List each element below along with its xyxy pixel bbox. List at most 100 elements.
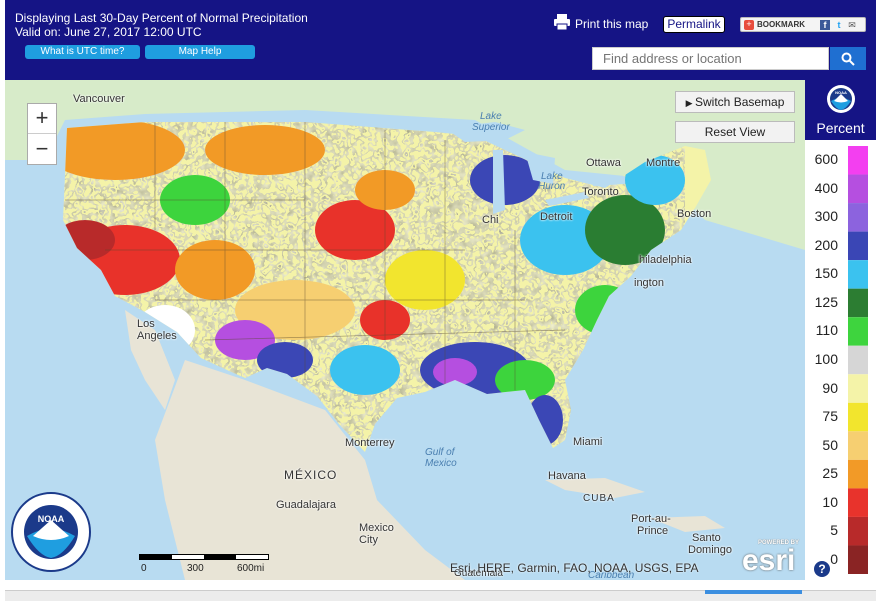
legend-swatch-400	[848, 174, 868, 204]
esri-logo: POWERED BY esri	[738, 540, 800, 577]
location-search-input[interactable]	[592, 47, 829, 70]
label-los-angeles-line1: Los	[137, 318, 155, 330]
label-port-au-prince-line1: Port-au-	[631, 513, 671, 525]
noaa-badge-icon: NOAA	[827, 85, 855, 113]
lake-michigan	[493, 150, 505, 214]
facebook-icon[interactable]: f	[820, 20, 830, 30]
legend-label-50: 50	[822, 436, 838, 453]
precipitation-map-canvas[interactable]	[5, 80, 805, 580]
footer-bar	[5, 590, 876, 601]
label-mexico-country: MÉXICO	[284, 468, 338, 482]
legend-header: NOAA Percent	[805, 80, 876, 140]
esri-brand-label: esri	[742, 544, 796, 577]
label-washington: ington	[634, 277, 664, 289]
esri-powered-label: POWERED BY	[758, 540, 800, 546]
label-monterrey: Monterrey	[345, 437, 395, 449]
scale-label-600: 600mi	[237, 563, 265, 574]
map-help-button[interactable]: Map Help	[145, 45, 255, 59]
label-philadelphia: hiladelphia	[639, 254, 692, 266]
print-map-link[interactable]: Print this map	[575, 17, 649, 31]
lake-huron	[525, 152, 555, 184]
utc-info-button[interactable]: What is UTC time?	[25, 45, 140, 59]
legend-label-300: 300	[814, 208, 838, 225]
scale-label-300: 300	[187, 563, 204, 574]
label-mexico-city-line2: City	[359, 534, 378, 546]
label-toronto: Toronto	[582, 186, 619, 198]
footer-tab[interactable]	[705, 590, 802, 594]
label-gulf-line2: Mexico	[425, 458, 457, 469]
legend-swatch-25	[848, 459, 868, 489]
legend-swatch-150	[848, 260, 868, 289]
noaa-seal-text: NOAA	[38, 514, 65, 524]
header-bar: Displaying Last 30-Day Percent of Normal…	[5, 0, 876, 80]
legend-label-400: 400	[814, 179, 838, 196]
label-santo-domingo-line1: Santo	[692, 532, 721, 544]
legend-color-bar	[848, 146, 868, 574]
search-icon	[841, 52, 855, 66]
legend-help-button[interactable]: ?	[814, 561, 830, 577]
switch-basemap-label: Switch Basemap	[695, 95, 785, 109]
baja-land	[125, 310, 175, 410]
reset-view-button[interactable]: Reset View	[675, 121, 795, 143]
lake-ontario	[591, 176, 625, 186]
label-gulf-line1: Gulf of	[425, 447, 455, 458]
legend-label-10: 10	[822, 493, 838, 510]
permalink-button[interactable]: Permalink	[663, 16, 725, 33]
label-chicago: Chi	[482, 214, 499, 226]
noaa-badge-text: NOAA	[835, 90, 847, 95]
legend-swatch-75	[848, 402, 868, 432]
hispaniola-land	[650, 516, 725, 532]
cuba-land	[545, 478, 645, 498]
mexico-land	[155, 360, 465, 580]
legend-swatch-600	[848, 146, 868, 175]
label-lake-huron-line2: Huron	[538, 181, 566, 192]
bookmark-button[interactable]: + BOOKMARK f t ✉	[740, 17, 866, 32]
label-miami: Miami	[573, 436, 603, 448]
legend-swatch-100	[848, 345, 868, 375]
legend-swatch-125	[848, 288, 868, 318]
label-guatemala: Guatemala	[454, 568, 503, 579]
scale-bar-graphic	[139, 554, 269, 560]
map-attribution: Esri, HERE, Garmin, FAO, NOAA, USGS, EPA	[450, 561, 699, 575]
label-cuba: CUBA	[583, 493, 615, 504]
legend-swatch-300	[848, 203, 868, 232]
legend-label-90: 90	[822, 379, 838, 396]
zoom-out-button[interactable]: −	[35, 136, 49, 161]
label-guadalajara: Guadalajara	[276, 499, 336, 511]
label-los-angeles-line2: Angeles	[137, 330, 177, 342]
legend-swatch-10	[848, 488, 868, 517]
legend-label-5: 5	[830, 522, 838, 539]
add-icon: +	[744, 20, 754, 30]
noaa-seal-logo: NOAA	[11, 492, 91, 572]
label-lake-superior-line2: Superior	[472, 122, 510, 133]
zoom-in-button[interactable]: +	[28, 104, 56, 134]
legend-swatch-200	[848, 231, 868, 261]
label-mexico-city-line1: Mexico	[359, 522, 394, 534]
twitter-icon[interactable]: t	[837, 20, 841, 30]
mail-icon[interactable]: ✉	[848, 20, 856, 30]
switch-basemap-button[interactable]: ▶ Switch Basemap	[675, 91, 795, 113]
scale-label-0: 0	[141, 563, 147, 574]
zoom-control: + −	[27, 103, 57, 165]
canada-land	[5, 80, 805, 250]
legend-swatch-50	[848, 431, 868, 460]
legend-swatch-110	[848, 317, 868, 346]
label-detroit: Detroit	[540, 211, 573, 223]
legend-swatch-5	[848, 516, 868, 546]
printer-icon[interactable]	[553, 14, 571, 30]
legend-panel: NOAA Percent 600 400 300 200 150 125 110 100 90 7…	[805, 80, 876, 580]
map-view[interactable]: Vancouver Ottawa Montre Toronto Boston h…	[5, 80, 805, 580]
label-montreal: Montre	[646, 157, 681, 169]
triangle-right-icon: ▶	[685, 98, 696, 108]
legend-label-200: 200	[814, 236, 838, 253]
legend-unit-label: Percent	[816, 120, 865, 136]
label-lake-huron-line1: Lake	[541, 171, 563, 182]
label-santo-domingo-line2: Domingo	[688, 544, 733, 556]
label-boston: Boston	[677, 208, 712, 220]
legend-label-125: 125	[814, 293, 838, 310]
label-ottawa: Ottawa	[586, 157, 621, 169]
lake-superior	[445, 122, 525, 142]
legend-label-150: 150	[814, 265, 838, 282]
legend-swatch-0	[848, 545, 868, 574]
search-button[interactable]	[830, 47, 866, 70]
